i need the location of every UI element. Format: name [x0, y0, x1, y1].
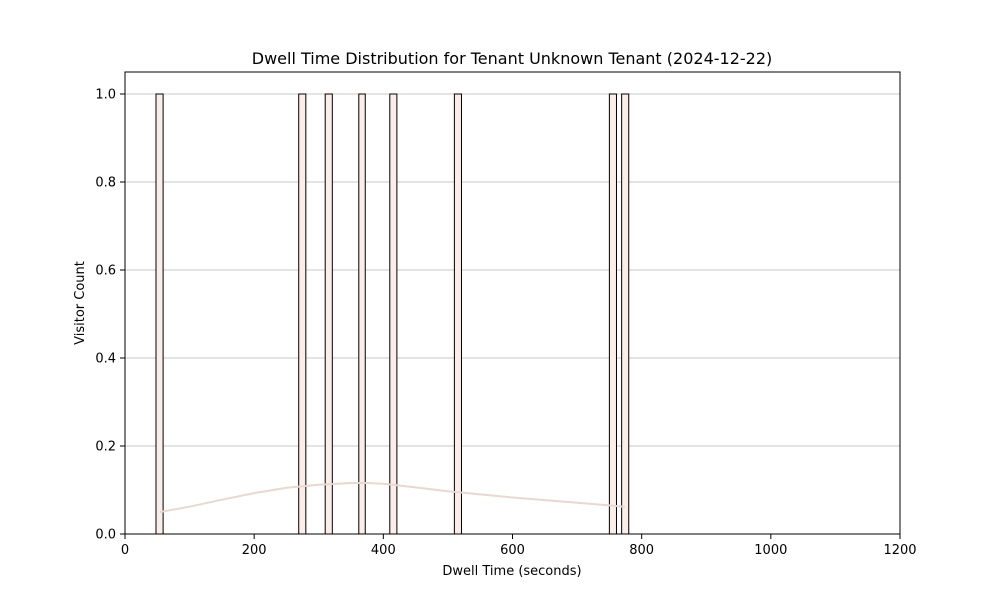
x-tick-label: 0	[121, 543, 129, 558]
y-tick-label: 0.8	[95, 176, 116, 191]
y-tick-label: 0.6	[95, 264, 116, 279]
y-axis-ticks: 0.0 0.2 0.4 0.6 0.8 1.0	[95, 88, 125, 543]
x-tick-label: 200	[242, 543, 267, 558]
x-tick-label: 400	[371, 543, 396, 558]
y-tick-label: 1.0	[95, 88, 116, 103]
histogram-bar	[608, 93, 617, 535]
x-tick-label: 1200	[883, 543, 916, 558]
y-tick-label: 0.2	[95, 440, 116, 455]
chart-title: Dwell Time Distribution for Tenant Unkno…	[252, 49, 773, 68]
kde-curve	[159, 482, 625, 513]
histogram-bar	[453, 93, 462, 535]
x-tick-label: 600	[500, 543, 525, 558]
y-tick-label: 0.0	[95, 528, 116, 543]
histogram-bar	[155, 93, 164, 535]
y-axis-label: Visitor Count	[73, 261, 88, 345]
x-axis-label: Dwell Time (seconds)	[442, 564, 581, 579]
x-tick-label: 800	[629, 543, 654, 558]
histogram-bar	[621, 93, 630, 535]
y-tick-label: 0.4	[95, 352, 116, 367]
histogram-bar	[358, 93, 366, 535]
histogram-bar	[324, 93, 333, 535]
histogram-bar	[298, 93, 307, 535]
histogram-bar	[389, 93, 398, 535]
x-tick-label: 1000	[754, 543, 787, 558]
x-axis-ticks: 0 200 400 600 800 1000 1200	[121, 534, 917, 558]
kde-line	[159, 482, 625, 513]
